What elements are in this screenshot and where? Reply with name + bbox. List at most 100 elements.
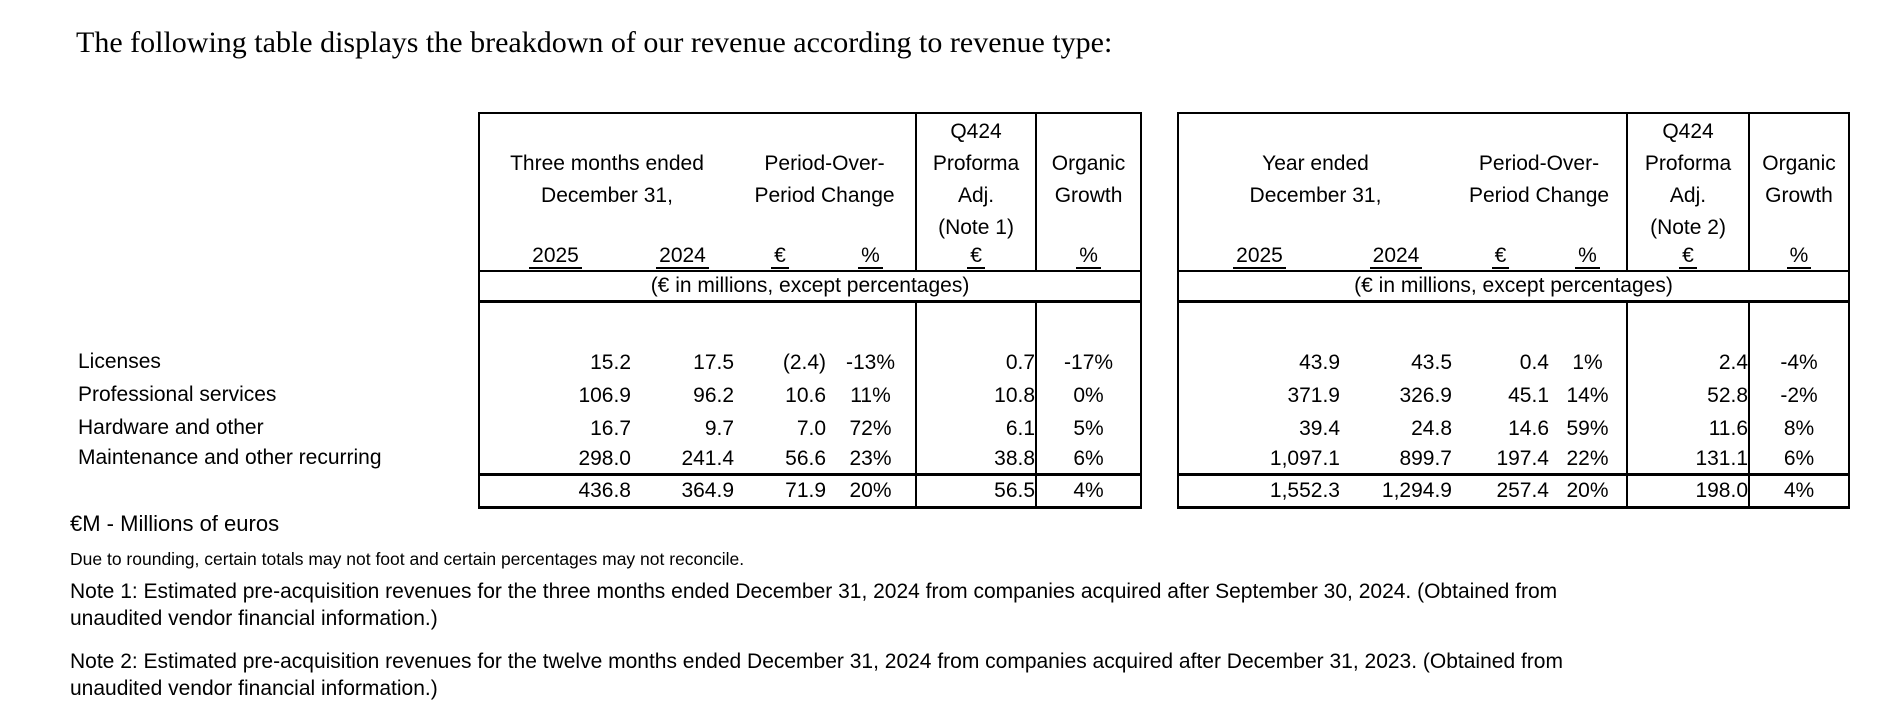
footnote-note2-line2: unaudited vendor financial information.) bbox=[70, 677, 438, 700]
footnote-note2-line1: Note 2: Estimated pre-acquisition revenu… bbox=[70, 650, 1563, 673]
year-col-proforma-euro: € bbox=[1626, 244, 1750, 271]
year-col-euro: € bbox=[1452, 244, 1549, 271]
table-total-cell: 4% bbox=[1035, 473, 1142, 508]
table-cell: 2.4 bbox=[1626, 346, 1750, 379]
footnote-note1: Note 1: Estimated pre-acquisition revenu… bbox=[70, 578, 1557, 632]
year-col-pct: % bbox=[1549, 244, 1627, 271]
table-total-cell: 198.0 bbox=[1626, 473, 1750, 508]
table-cell: 24.8 bbox=[1411, 417, 1452, 440]
table-total-cell: 436.8 bbox=[479, 473, 631, 508]
year-col-2025: 2025 bbox=[1178, 244, 1340, 271]
quarter-column-headers: 2025 2024 € % € % bbox=[479, 244, 1142, 271]
table-cell: 241.4 bbox=[681, 447, 735, 470]
table-cell: 11% bbox=[850, 384, 891, 407]
quarter-proforma-line3: Adj. bbox=[957, 184, 995, 207]
quarter-header-row: Three months ended December 31, Period-O… bbox=[479, 113, 1142, 244]
year-period-line1: Year ended bbox=[1262, 152, 1369, 175]
quarter-organic-line2: Growth bbox=[1054, 184, 1123, 207]
footnote-note1-line2: unaudited vendor financial information.) bbox=[70, 607, 438, 630]
table-cell: 197.4 bbox=[1496, 447, 1549, 470]
table-cell: 326.9 bbox=[1399, 384, 1452, 407]
table-cell: 6.1 bbox=[915, 412, 1037, 445]
quarter-row-hardware: 16.7 9.7 7.0 72% 6.1 5% bbox=[479, 412, 1142, 445]
quarter-units-note: (€ in millions, except percentages) bbox=[479, 270, 1142, 303]
table-cell: 14.6 bbox=[1508, 417, 1549, 440]
table-cell: 1,097.1 bbox=[1269, 447, 1340, 470]
quarter-proforma-header: Q424 Proforma Adj. (Note 1) bbox=[915, 113, 1037, 244]
quarter-col-euro: € bbox=[734, 244, 826, 271]
table-total-cell: 71.9 bbox=[734, 473, 827, 508]
quarter-change-line1: Period-Over- bbox=[764, 152, 885, 175]
year-row-professional-services: 371.9 326.9 45.1 14% 52.8 -2% bbox=[1178, 379, 1850, 412]
table-cell: 16.7 bbox=[590, 417, 631, 440]
year-col-organic-pct: % bbox=[1748, 244, 1850, 271]
table-total-cell: 20% bbox=[826, 473, 917, 508]
quarter-spacer-row bbox=[479, 301, 1142, 346]
table-cell: 56.6 bbox=[785, 447, 827, 470]
year-row-maintenance: 1,097.1 899.7 197.4 22% 131.1 6% bbox=[1178, 445, 1850, 475]
table-cell: 43.9 bbox=[1299, 351, 1340, 374]
spacer-cell bbox=[1626, 301, 1750, 346]
quarter-revenue-table: Three months ended December 31, Period-O… bbox=[478, 112, 1143, 509]
table-cell: 22% bbox=[1566, 447, 1609, 470]
table-cell: -17% bbox=[1035, 346, 1142, 379]
quarter-period-header: Three months ended December 31, bbox=[479, 113, 734, 244]
table-cell: 10.8 bbox=[915, 379, 1037, 412]
table-cell: 1% bbox=[1572, 351, 1603, 374]
year-period-line2: December 31, bbox=[1249, 184, 1382, 207]
table-cell: -2% bbox=[1748, 379, 1850, 412]
quarter-row-maintenance: 298.0 241.4 56.6 23% 38.8 6% bbox=[479, 445, 1142, 475]
table-cell: 106.9 bbox=[578, 384, 631, 407]
table-total-cell: 4% bbox=[1748, 473, 1850, 508]
footnote-rounding: Due to rounding, certain totals may not … bbox=[70, 549, 745, 569]
quarter-col-proforma-euro: € bbox=[915, 244, 1037, 271]
year-organic-header: Organic Growth bbox=[1748, 113, 1850, 244]
year-header-row: Year ended December 31, Period-Over- Per… bbox=[1178, 113, 1850, 244]
year-organic-line1: Organic bbox=[1762, 152, 1836, 175]
table-cell: 0.4 bbox=[1519, 351, 1549, 374]
spacer-cell bbox=[915, 301, 1037, 346]
table-cell: 11.6 bbox=[1626, 412, 1750, 445]
year-proforma-line1: Q424 bbox=[1662, 120, 1714, 143]
table-cell: 131.1 bbox=[1626, 445, 1750, 475]
spacer-cell bbox=[1178, 301, 1627, 346]
year-change-header: Period-Over- Period Change bbox=[1452, 113, 1627, 244]
table-cell: 9.7 bbox=[704, 417, 735, 440]
table-cell: 0% bbox=[1035, 379, 1142, 412]
quarter-period-line2: December 31, bbox=[541, 184, 673, 207]
table-cell: 39.4 bbox=[1299, 417, 1340, 440]
table-total-cell: 56.5 bbox=[915, 473, 1037, 508]
year-units-note: (€ in millions, except percentages) bbox=[1178, 270, 1850, 303]
table-total-cell: 1,552.3 bbox=[1178, 473, 1340, 508]
year-row-licenses: 43.9 43.5 0.4 1% 2.4 -4% bbox=[1178, 346, 1850, 379]
quarter-row-licenses: 15.2 17.5 (2.4) -13% 0.7 -17% bbox=[479, 346, 1142, 379]
quarter-organic-header: Organic Growth bbox=[1035, 113, 1142, 244]
year-row-hardware: 39.4 24.8 14.6 59% 11.6 8% bbox=[1178, 412, 1850, 445]
year-organic-line2: Growth bbox=[1765, 184, 1833, 207]
footnote-euro-abbreviation: €M - Millions of euros bbox=[70, 511, 280, 536]
spacer-cell bbox=[479, 301, 916, 346]
table-cell: 72% bbox=[849, 417, 892, 440]
footnote-note1-line1: Note 1: Estimated pre-acquisition revenu… bbox=[70, 580, 1558, 603]
table-cell: 59% bbox=[1566, 417, 1609, 440]
table-cell: 17.5 bbox=[693, 351, 735, 374]
quarter-change-header: Period-Over- Period Change bbox=[734, 113, 916, 244]
year-change-line2: Period Change bbox=[1468, 184, 1610, 207]
year-change-line1: Period-Over- bbox=[1478, 152, 1600, 175]
table-cell: 298.0 bbox=[578, 447, 631, 470]
table-cell: 14% bbox=[1566, 384, 1609, 407]
row-label-professional-services: Professional services bbox=[78, 383, 277, 406]
year-proforma-line4: (Note 2) bbox=[1650, 216, 1726, 239]
year-period-header: Year ended December 31, bbox=[1178, 113, 1452, 244]
table-cell: 43.5 bbox=[1411, 351, 1452, 374]
quarter-col-2024: 2024 bbox=[631, 244, 734, 271]
page-title: The following table displays the breakdo… bbox=[76, 26, 1113, 59]
year-total-row: 1,552.3 1,294.9 257.4 20% 198.0 4% bbox=[1178, 473, 1850, 508]
table-cell: 52.8 bbox=[1626, 379, 1750, 412]
table-cell: (2.4) bbox=[782, 351, 827, 374]
table-cell: 8% bbox=[1748, 412, 1850, 445]
year-spacer-row bbox=[1178, 301, 1850, 346]
table-total-cell: 20% bbox=[1549, 473, 1628, 508]
quarter-row-professional-services: 106.9 96.2 10.6 11% 10.8 0% bbox=[479, 379, 1142, 412]
quarter-period-line1: Three months ended bbox=[510, 152, 704, 175]
